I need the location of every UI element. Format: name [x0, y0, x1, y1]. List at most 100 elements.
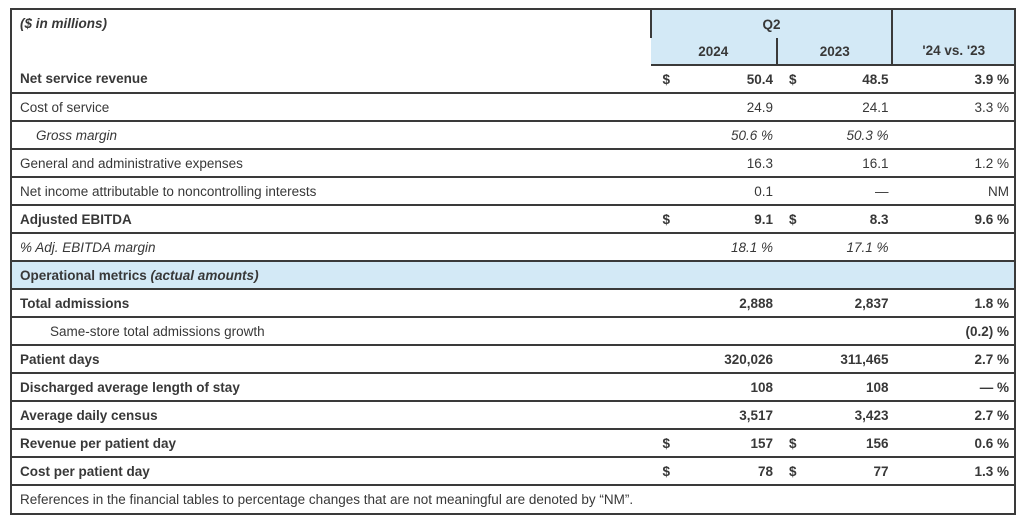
value-change: 3.3 % [892, 93, 1015, 122]
value-2023: 2,837 [807, 289, 893, 318]
row-label: Total admissions [11, 289, 651, 318]
dollar-sign-2023: $ [777, 429, 808, 458]
row-label: Discharged average length of stay [11, 373, 651, 402]
value-change [892, 233, 1015, 262]
row-label: Gross margin [11, 121, 651, 150]
dollar-sign-2024 [650, 373, 681, 402]
row-label: Adjusted EBITDA [11, 205, 651, 234]
table-row: Average daily census 3,517 3,423 2.7 % [11, 401, 1015, 430]
dollar-sign-2024 [650, 121, 681, 150]
change-column-header: '24 vs. '23 [891, 9, 1015, 66]
value-2024: 108 [680, 373, 778, 402]
value-2023: 17.1 % [807, 233, 893, 262]
dollar-sign-2023: $ [777, 65, 808, 94]
row-label: General and administrative expenses [11, 149, 651, 178]
value-2023: 156 [807, 429, 893, 458]
footnote-row: References in the financial tables to pe… [11, 485, 1015, 514]
row-label: Cost of service [11, 93, 651, 122]
column-header-2023: 2023 [776, 38, 893, 66]
dollar-sign-2023 [777, 373, 808, 402]
dollar-sign-2024 [650, 149, 681, 178]
section-title-suffix: (actual amounts) [150, 267, 259, 283]
value-2024: 50.6 % [680, 121, 778, 150]
table-row: Patient days 320,026 311,465 2.7 % [11, 345, 1015, 374]
table-row: Cost of service 24.9 24.1 3.3 % [11, 93, 1015, 122]
table-row: Adjusted EBITDA $ 9.1 $ 8.3 9.6 % [11, 205, 1015, 234]
table-row: Revenue per patient day $ 157 $ 156 0.6 … [11, 429, 1015, 458]
value-2023: 108 [807, 373, 893, 402]
dollar-sign-2024: $ [650, 205, 681, 234]
dollar-sign-2023 [777, 233, 808, 262]
value-2024: 24.9 [680, 93, 778, 122]
value-2024 [680, 317, 778, 346]
dollar-sign-2024 [650, 289, 681, 318]
dollar-sign-2023 [777, 317, 808, 346]
dollar-sign-2023 [777, 93, 808, 122]
header-row-2: 2024 2023 [11, 38, 1015, 66]
dollar-sign-2023 [777, 289, 808, 318]
value-2023: — [807, 177, 893, 206]
dollar-sign-2024: $ [650, 429, 681, 458]
row-label: Cost per patient day [11, 457, 651, 486]
dollar-sign-2023: $ [777, 457, 808, 486]
value-change: 3.9 % [892, 65, 1015, 94]
value-2023: 24.1 [807, 93, 893, 122]
value-2023: 48.5 [807, 65, 893, 94]
dollar-sign-2024 [650, 177, 681, 206]
table-row: Net service revenue $ 50.4 $ 48.5 3.9 % [11, 65, 1015, 94]
table-row: % Adj. EBITDA margin 18.1 % 17.1 % [11, 233, 1015, 262]
value-2024: 3,517 [680, 401, 778, 430]
value-2023: 50.3 % [807, 121, 893, 150]
table-row: Net income attributable to noncontrollin… [11, 177, 1015, 206]
value-2024: 9.1 [680, 205, 778, 234]
dollar-sign-2024 [650, 93, 681, 122]
dollar-sign-2023 [777, 149, 808, 178]
value-2024: 18.1 % [680, 233, 778, 262]
value-2024: 78 [680, 457, 778, 486]
value-2023: 3,423 [807, 401, 893, 430]
financial-table: ($ in millions) Q2 '24 vs. '23 2024 2023… [10, 8, 1016, 515]
table-header: ($ in millions) Q2 '24 vs. '23 2024 2023 [11, 9, 1015, 66]
dollar-sign-2024 [650, 345, 681, 374]
dollar-sign-2023 [777, 401, 808, 430]
value-change: 0.6 % [892, 429, 1015, 458]
value-change: — % [892, 373, 1015, 402]
footnote-text: References in the financial tables to pe… [20, 492, 634, 507]
row-label: Revenue per patient day [11, 429, 651, 458]
row-label: Net income attributable to noncontrollin… [11, 177, 651, 206]
row-label: Average daily census [11, 401, 651, 430]
section-header-row: Operational metrics (actual amounts) [11, 261, 1015, 290]
row-label: Patient days [11, 345, 651, 374]
value-2023 [807, 317, 893, 346]
value-2024: 0.1 [680, 177, 778, 206]
value-change: NM [892, 177, 1015, 206]
value-2024: 157 [680, 429, 778, 458]
row-label: Same-store total admissions growth [11, 317, 651, 346]
section-header-label: Operational metrics (actual amounts) [11, 261, 1015, 290]
dollar-sign-2024: $ [650, 65, 681, 94]
dollar-sign-2023: $ [777, 205, 808, 234]
table-row: Discharged average length of stay 108 10… [11, 373, 1015, 402]
value-change: 1.2 % [892, 149, 1015, 178]
units-label: ($ in millions) [11, 9, 651, 65]
value-change: 2.7 % [892, 345, 1015, 374]
dollar-sign-2024 [650, 401, 681, 430]
value-2023: 311,465 [807, 345, 893, 374]
table-row: Total admissions 2,888 2,837 1.8 % [11, 289, 1015, 318]
table-row: Gross margin 50.6 % 50.3 % [11, 121, 1015, 150]
value-2024: 50.4 [680, 65, 778, 94]
value-2024: 16.3 [680, 149, 778, 178]
row-label: % Adj. EBITDA margin [11, 233, 651, 262]
table-row: Cost per patient day $ 78 $ 77 1.3 % [11, 457, 1015, 486]
dollar-sign-2023 [777, 121, 808, 150]
dollar-sign-2024: $ [650, 457, 681, 486]
value-change: 2.7 % [892, 401, 1015, 430]
dollar-sign-2024 [650, 233, 681, 262]
quarter-group-header: Q2 [649, 9, 893, 38]
table-body: Net service revenue $ 50.4 $ 48.5 3.9 % … [11, 65, 1015, 486]
value-2023: 8.3 [807, 205, 893, 234]
table-row: Same-store total admissions growth (0.2)… [11, 317, 1015, 346]
value-change: 1.3 % [892, 457, 1015, 486]
value-change: 9.6 % [892, 205, 1015, 234]
value-2023: 16.1 [807, 149, 893, 178]
